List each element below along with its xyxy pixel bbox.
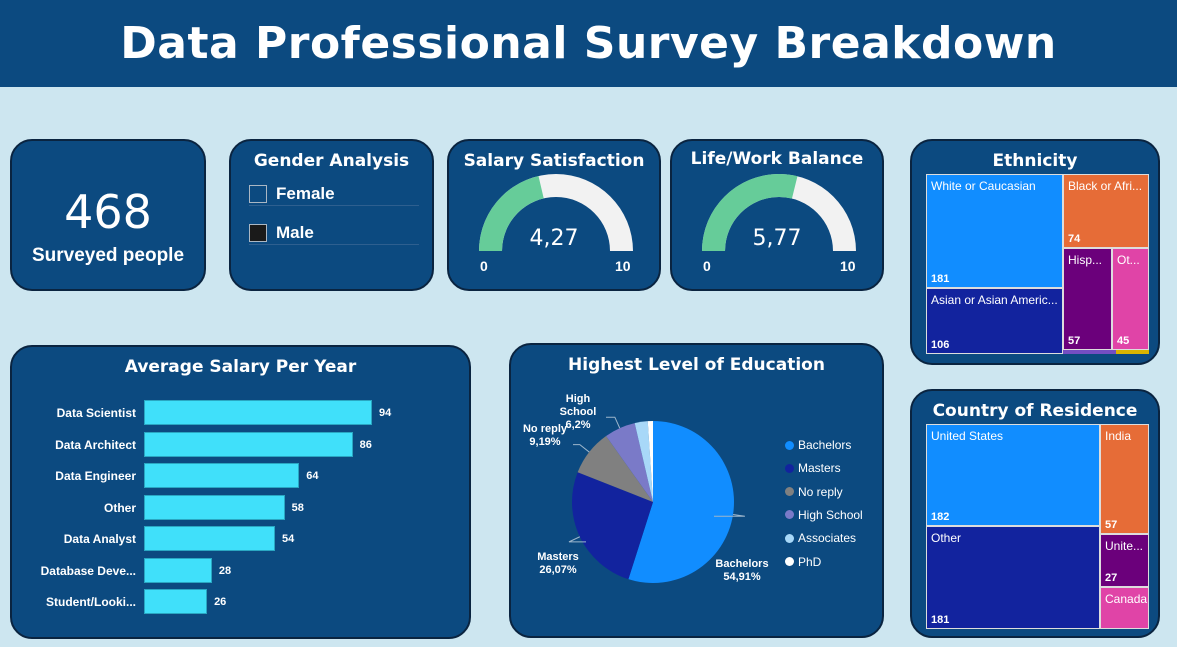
education-legend-item[interactable]: Bachelors (785, 438, 851, 452)
life-work-gauge (702, 174, 856, 251)
legend-dot (785, 463, 794, 473)
salary-bar-value: 94 (379, 407, 392, 419)
education-legend-item[interactable]: High School (785, 508, 863, 522)
education-legend-item[interactable]: PhD (785, 555, 821, 569)
salary-bar-label: Data Analyst (63, 532, 136, 546)
education-chart-title: Highest Level of Education (568, 355, 825, 375)
salary-bar-value: 26 (214, 596, 227, 608)
legend-dot (785, 487, 794, 497)
life-work-min: 0 (703, 258, 711, 274)
salary-bar-label: Data Architect (55, 437, 136, 452)
salary-bar[interactable] (144, 589, 208, 614)
ethnicity-cell-black[interactable]: Black or Afri... 74 (1063, 174, 1149, 248)
legend-label: PhD (798, 554, 822, 569)
country-cell-india[interactable]: India 57 (1100, 424, 1149, 534)
salary-satisfaction-min: 0 (480, 258, 488, 274)
dashboard-title: Data Professional Survey Breakdown (120, 18, 1057, 69)
pie-data-label: Masters 26,07% (537, 551, 579, 576)
ethnicity-cell-other[interactable]: Ot... 45 (1112, 248, 1149, 350)
country-cell-united[interactable]: Unite... 27 (1100, 534, 1149, 587)
salary-bar-value: 86 (359, 438, 372, 451)
legend-dot (785, 510, 794, 520)
salary-bar-value: 64 (306, 470, 319, 482)
salary-bar[interactable] (144, 400, 372, 425)
male-swatch (249, 223, 267, 242)
ethnicity-cell-white[interactable]: White or Caucasian 181 (926, 174, 1063, 288)
salary-bar[interactable] (144, 494, 285, 520)
salary-bar[interactable] (144, 431, 353, 457)
life-work-card: Life/Work Balance 5,77 0 10 (670, 139, 884, 291)
salary-chart-card: Average Salary Per Year Data Scientist 94… (10, 345, 471, 639)
country-cell-us[interactable]: United States 182 (926, 424, 1100, 526)
salary-bar-label: Database Deve... (40, 563, 136, 578)
legend-dot (785, 440, 794, 450)
country-cell-canada[interactable]: Canada (1100, 587, 1149, 629)
gender-item-male[interactable]: Male (249, 221, 419, 245)
salary-satisfaction-title: Salary Satisfaction (463, 151, 645, 171)
ethnicity-title: Ethnicity (992, 151, 1078, 171)
ethnicity-cell-hispanic[interactable]: Hisp... 57 (1063, 248, 1112, 350)
female-label: Female (276, 183, 335, 203)
legend-label: High School (798, 507, 863, 522)
legend-dot (785, 557, 794, 566)
legend-dot (785, 533, 794, 543)
legend-label: No reply (798, 484, 843, 499)
salary-bar-chart: Data Scientist 94 Data Architect 86 Data Eng… (12, 347, 469, 637)
salary-bar-value: 54 (281, 533, 295, 545)
country-title: Country of Residence (932, 401, 1138, 421)
legend-label: Bachelors (798, 438, 852, 452)
salary-bar-label: Data Scientist (56, 406, 136, 420)
salary-satisfaction-card: Salary Satisfaction 4,27 0 10 (447, 139, 661, 291)
country-cell-other[interactable]: Other 181 (926, 526, 1100, 629)
education-legend-item[interactable]: Associates (785, 531, 856, 545)
education-legend-item[interactable]: Masters (785, 461, 841, 475)
salary-bar-label: Student/Looki... (46, 595, 136, 609)
salary-satisfaction-gauge (479, 174, 633, 251)
life-work-title: Life/Work Balance (690, 149, 864, 169)
dashboard-header: Data Professional Survey Breakdown (0, 0, 1177, 87)
life-work-value: 5,77 (752, 226, 802, 251)
salary-satisfaction-value: 4,27 (529, 226, 579, 251)
ethnicity-cell-asian[interactable]: Asian or Asian Americ... 106 (926, 288, 1063, 354)
legend-label: Masters (798, 461, 841, 476)
pie-data-label: No reply 9,19% (522, 423, 567, 448)
salary-bar-label: Other (103, 500, 136, 515)
education-chart-card: Highest Level of Education (509, 343, 884, 638)
salary-bar-value: 58 (291, 501, 304, 514)
surveyed-label: Surveyed people (31, 245, 185, 266)
ethnicity-cell-small-purple (1063, 350, 1116, 354)
pie-data-label: High School 6,2% (559, 393, 597, 431)
salary-chart-title: Average Salary Per Year (124, 357, 357, 377)
male-label: Male (276, 222, 314, 242)
pie-data-label: Bachelors 54,91% (715, 558, 769, 583)
ethnicity-cell-small-yellow (1116, 350, 1149, 354)
female-swatch (249, 184, 267, 203)
gender-card: Gender Analysis Female Male (229, 139, 434, 291)
salary-bar[interactable] (144, 463, 300, 488)
salary-satisfaction-max: 10 (615, 258, 631, 274)
gender-title: Gender Analysis (253, 151, 410, 171)
ethnicity-card: Ethnicity White or Caucasian 181 Black o… (910, 139, 1160, 365)
surveyed-count: 468 (64, 185, 152, 239)
country-card: Country of Residence United States 182 I… (910, 389, 1160, 638)
life-work-max: 10 (840, 258, 856, 274)
salary-bar-value: 28 (218, 564, 232, 577)
salary-bar[interactable] (144, 557, 212, 583)
legend-label: Associates (798, 531, 857, 546)
salary-bar-label: Data Engineer (55, 469, 136, 483)
surveyed-card: 468 Surveyed people (10, 139, 206, 291)
education-legend-item[interactable]: No reply (785, 485, 843, 499)
salary-bar[interactable] (144, 526, 275, 551)
gender-item-female[interactable]: Female (249, 182, 419, 206)
